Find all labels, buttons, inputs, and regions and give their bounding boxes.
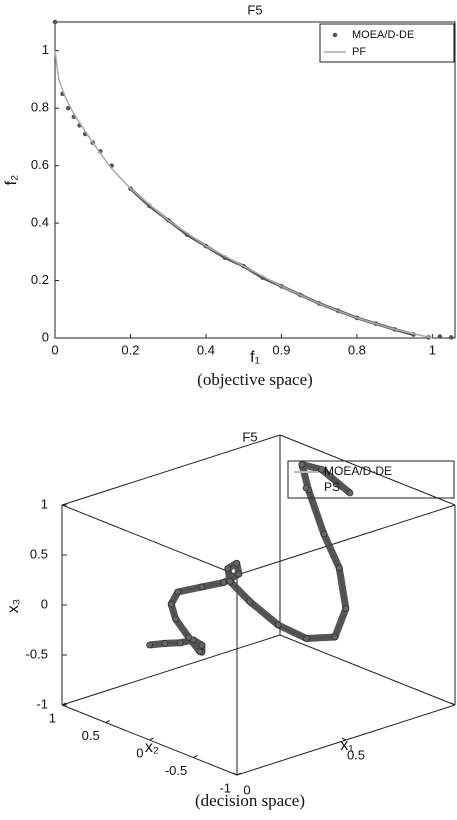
marker [235,570,243,578]
marker [174,588,182,596]
y-tick [105,720,110,723]
y-tick [236,772,242,776]
caption: (objective space) [197,370,313,389]
marker [233,559,241,567]
box-edge [61,504,238,576]
x-tick [232,772,238,776]
legend-marker [332,32,338,38]
z-tick-label: 1 [41,496,48,511]
marker [172,615,179,623]
y-tick-label: 0.5 [82,728,100,743]
y-tick-label: -0.5 [165,763,187,778]
z-tick-label: 0 [41,596,48,611]
marker [196,648,203,655]
marker [318,466,325,473]
marker [298,461,306,468]
legend-label: MOEA/D-DE [352,29,414,41]
x-tick-label: 0.5 [347,747,365,762]
y-tick-label: 0.4 [31,215,49,230]
y-tick-label: 0 [42,329,49,344]
marker [167,600,175,608]
y-tick [193,755,198,758]
box-edge [279,634,456,706]
y-tick-label: 1 [49,710,56,725]
y-tick-label: 0.8 [31,100,49,115]
y-tick-label: 1 [42,42,49,57]
legend-marker [302,484,310,492]
x-tick [450,702,456,706]
y-tick-label: 0 [136,745,143,760]
marker [185,634,193,641]
x-tick-label: 0 [243,782,250,797]
marker [224,565,232,572]
legend-label: PF [352,46,366,58]
x-tick-label: 1 [429,342,436,357]
box-edge [61,634,281,706]
legend-box [287,460,455,499]
x-tick-label: 0 [51,342,58,357]
z-tick-label: -0.5 [26,646,48,661]
marker [246,598,254,605]
marker [176,639,184,647]
plot-frame [54,21,456,339]
legend-box [319,23,455,63]
y-tick-label: 0.6 [31,157,49,172]
y-tick [61,702,67,706]
marker [220,579,227,586]
y-tick-label: -1 [219,780,231,795]
legend-label: MOEA/D-DE [324,464,392,478]
y-tick [149,737,154,741]
z-tick-label: 0.5 [30,546,48,561]
marker [303,635,310,642]
y-axis-label: f₂ [3,175,20,186]
x-tick-label: 0.2 [121,342,139,357]
x-tick-label: 0.4 [197,342,215,357]
marker [342,605,350,612]
x-tick [341,737,347,741]
chart-title: F5 [247,2,262,17]
y-tick-label: 0.2 [31,272,49,287]
marker [274,621,282,629]
marker [161,640,169,647]
marker [320,530,328,538]
z-axis-label: x₃ [5,599,22,614]
marker [448,335,454,340]
marker [226,578,234,585]
marker [65,105,71,111]
x-tick-label: 0.8 [348,342,366,357]
caption: (decision space) [195,791,305,810]
x-axis-label: f₁ [250,349,260,366]
marker [335,564,343,572]
legend-label: PS [324,480,340,494]
marker-band [129,187,414,336]
chart-title: F5 [242,429,257,444]
z-tick-label: -1 [36,696,48,711]
marker [437,334,443,339]
pf-line [54,50,433,339]
marker [52,19,58,25]
marker-band [149,461,353,656]
x-tick-label: 0.9 [272,342,290,357]
marker [146,641,153,649]
x-axis-label: x₁ [340,737,353,754]
marker [198,583,206,591]
box-edge [236,504,456,576]
marker [346,489,354,497]
box-edge [279,434,456,506]
marker [331,633,339,641]
y-axis-label: x₂ [145,739,159,756]
box-edge [61,434,281,506]
marker [198,641,206,649]
